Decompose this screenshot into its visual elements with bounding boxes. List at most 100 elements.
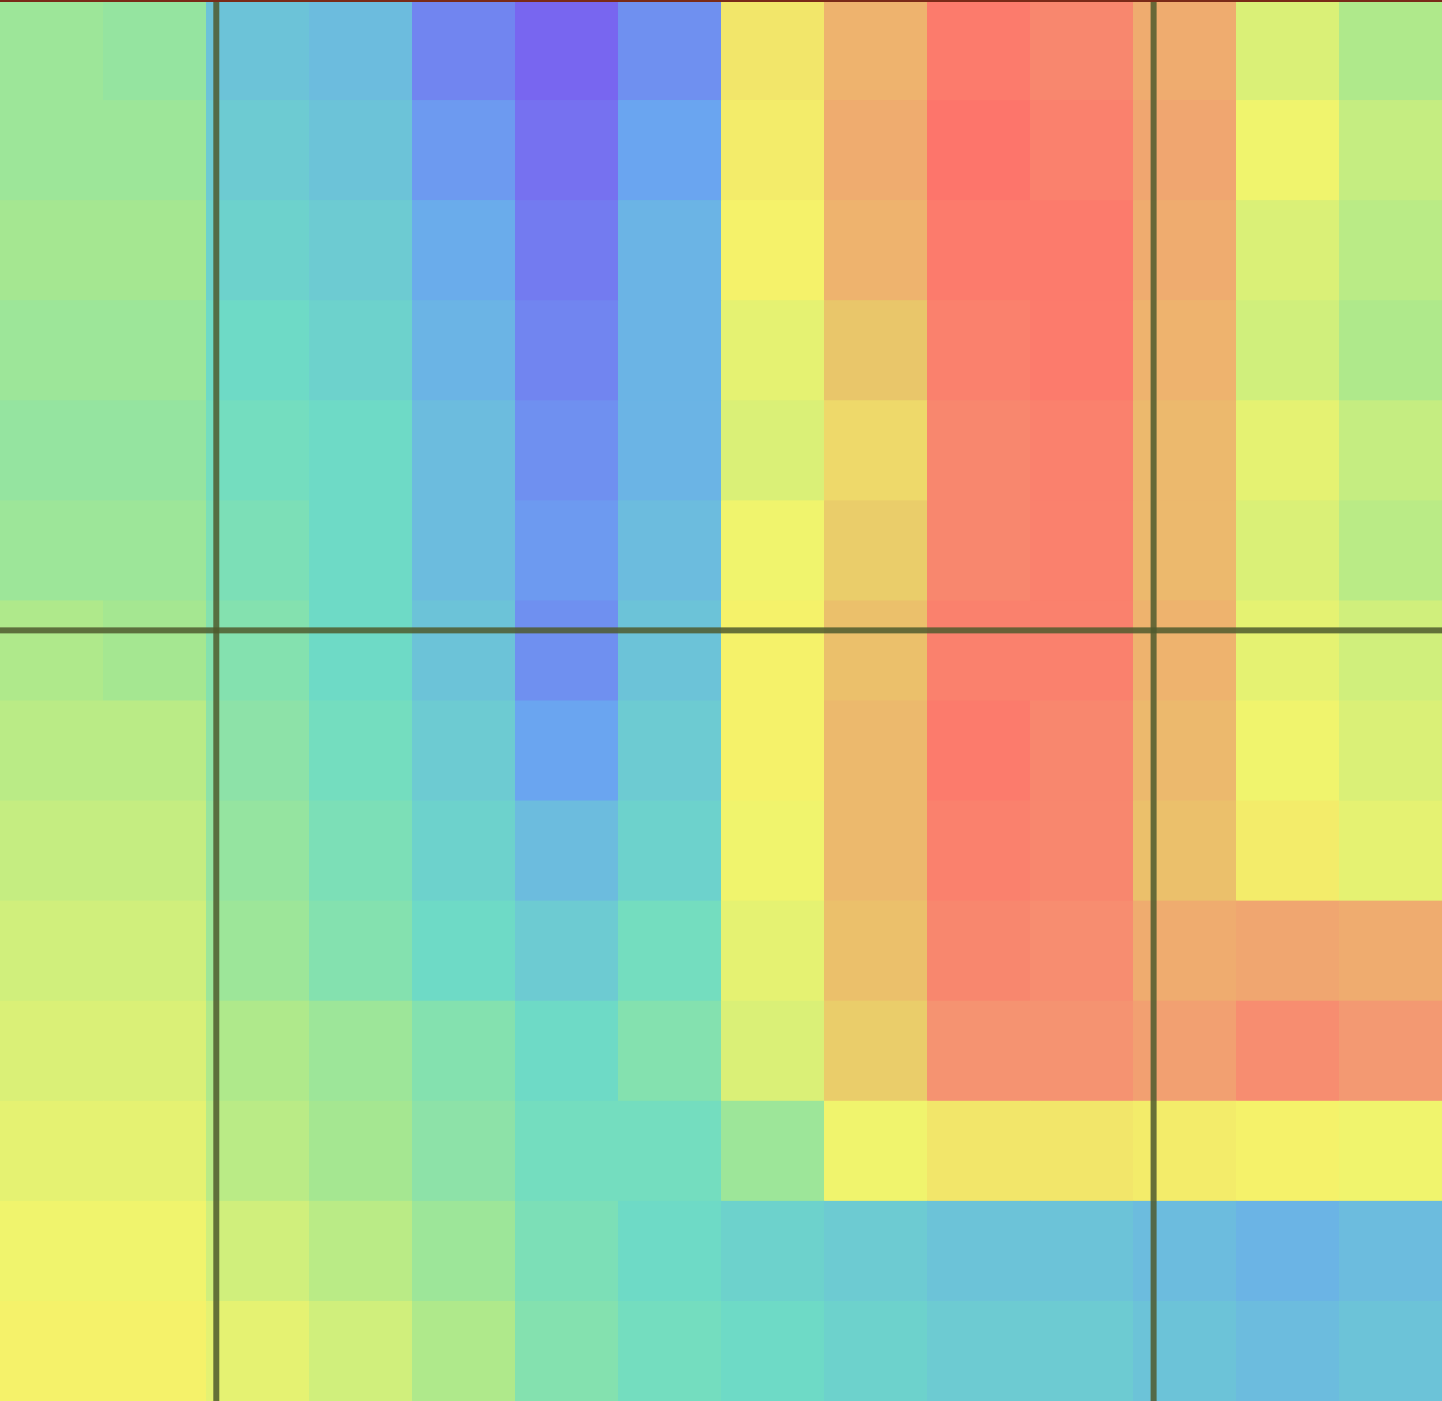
heatmap-cell-r12-c4 [412,1200,516,1302]
heatmap-cell-r12-c2 [206,1200,310,1302]
heatmap-cell-r12-c11 [1133,1200,1237,1302]
heatmap-cell-r3-c2 [206,300,310,401]
heatmap-cell-r8-c5 [515,800,619,902]
heatmap-cell-r1-c4 [412,100,516,201]
heatmap-cell-r5-c2 [206,500,310,602]
heatmap-cell-r2-c3 [309,200,413,301]
heatmap-cell-r10-c1 [103,1000,207,1102]
heatmap-cell-r7-c5 [515,700,619,802]
heatmap-cell-r9-c10 [1030,900,1134,1002]
heatmap-cell-r1-c1 [103,100,207,201]
heatmap-cell-r2-c8 [824,200,928,301]
heatmap-cell-r4-c1 [103,400,207,501]
heatmap-cell-r6-c0 [0,600,104,702]
heatmap-cell-r4-c2 [206,400,310,501]
heatmap-cell-r10-c13 [1339,1000,1442,1102]
heatmap-cell-r9-c7 [721,900,825,1002]
heatmap-cell-r10-c0 [0,1000,104,1102]
heatmap-cell-r13-c9 [927,1300,1031,1401]
heatmap-cell-r13-c11 [1133,1300,1237,1401]
heatmap-cell-r1-c10 [1030,100,1134,201]
heatmap-cell-r1-c0 [0,100,104,201]
heatmap-cell-r3-c9 [927,300,1031,401]
heatmap-cell-r5-c7 [721,500,825,602]
heatmap-cell-r1-c13 [1339,100,1442,201]
heatmap-cell-r4-c11 [1133,400,1237,501]
heatmap-cell-r8-c4 [412,800,516,902]
heatmap-cell-r1-c3 [309,100,413,201]
heatmap-cell-r2-c7 [721,200,825,301]
heatmap-cell-r3-c6 [618,300,722,401]
heatmap-cell-r6-c2 [206,600,310,702]
heatmap-cell-r6-c9 [927,600,1031,702]
heatmap-cell-r2-c13 [1339,200,1442,301]
heatmap-cell-r2-c4 [412,200,516,301]
heatmap-cell-r13-c3 [309,1300,413,1401]
heatmap-cell-r8-c10 [1030,800,1134,902]
heatmap-cell-r10-c2 [206,1000,310,1102]
heatmap-cell-r2-c12 [1236,200,1340,301]
heatmap-cell-r0-c11 [1133,0,1237,101]
heatmap-cell-r6-c11 [1133,600,1237,702]
heatmap-cell-r7-c13 [1339,700,1442,802]
heatmap-cell-r10-c9 [927,1000,1031,1102]
heatmap-cell-r7-c12 [1236,700,1340,802]
heatmap-cell-r9-c0 [0,900,104,1002]
heatmap-cell-r10-c6 [618,1000,722,1102]
heatmap-cell-r12-c5 [515,1200,619,1302]
heatmap-cell-r4-c13 [1339,400,1442,501]
heatmap-cell-r2-c6 [618,200,722,301]
heatmap-cell-r6-c12 [1236,600,1340,702]
heatmap-cell-r7-c2 [206,700,310,802]
heatmap-cell-r11-c4 [412,1100,516,1202]
heatmap-cell-r10-c10 [1030,1000,1134,1102]
heatmap-cell-r8-c0 [0,800,104,902]
heatmap-cell-r9-c13 [1339,900,1442,1002]
heatmap-cell-r12-c0 [0,1200,104,1302]
heatmap-cell-r10-c12 [1236,1000,1340,1102]
heatmap-cell-r12-c7 [721,1200,825,1302]
heatmap-cell-r11-c13 [1339,1100,1442,1202]
heatmap-cell-r11-c5 [515,1100,619,1202]
heatmap-cell-r0-c5 [515,0,619,101]
heatmap-cell-r2-c10 [1030,200,1134,301]
heatmap-cell-r1-c8 [824,100,928,201]
heatmap-cell-r0-c12 [1236,0,1340,101]
heatmap-cell-r7-c11 [1133,700,1237,802]
heatmap-cell-r10-c5 [515,1000,619,1102]
heatmap-cell-r13-c0 [0,1300,104,1401]
heatmap-cell-r9-c9 [927,900,1031,1002]
heatmap-cell-r4-c8 [824,400,928,501]
heatmap-cell-r4-c3 [309,400,413,501]
heatmap-cell-r1-c7 [721,100,825,201]
heatmap-cell-r2-c11 [1133,200,1237,301]
heatmap-cell-r8-c3 [309,800,413,902]
heatmap-cell-r0-c4 [412,0,516,101]
heatmap-cell-r6-c3 [309,600,413,702]
heatmap-cell-r0-c10 [1030,0,1134,101]
heatmap-cell-r3-c3 [309,300,413,401]
heatmap-cell-r8-c9 [927,800,1031,902]
heatmap-cell-r2-c5 [515,200,619,301]
heatmap-cell-r4-c10 [1030,400,1134,501]
heatmap-cell-r1-c2 [206,100,310,201]
heatmap-cell-r3-c4 [412,300,516,401]
heatmap-cell-r13-c12 [1236,1300,1340,1401]
heatmap-cell-r6-c10 [1030,600,1134,702]
heatmap-cell-r6-c5 [515,600,619,702]
heatmap-cell-r0-c3 [309,0,413,101]
heatmap-cell-r12-c3 [309,1200,413,1302]
heatmap-cell-r11-c11 [1133,1100,1237,1202]
heatmap-cell-r11-c3 [309,1100,413,1202]
heatmap-cell-r1-c12 [1236,100,1340,201]
heatmap-cell-r9-c5 [515,900,619,1002]
heatmap-cell-r11-c2 [206,1100,310,1202]
heatmap-cell-r3-c1 [103,300,207,401]
heatmap-cell-r13-c5 [515,1300,619,1401]
heatmap-cell-r13-c8 [824,1300,928,1401]
heatmap-cell-r8-c1 [103,800,207,902]
heatmap-cell-r12-c9 [927,1200,1031,1302]
heatmap-cell-r0-c1 [103,0,207,101]
